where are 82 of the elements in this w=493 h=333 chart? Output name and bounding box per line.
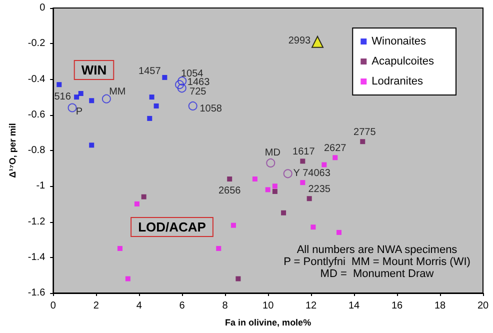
annotation: 2656 bbox=[218, 186, 242, 196]
point bbox=[56, 82, 62, 88]
annotation: 1058 bbox=[200, 103, 222, 114]
annotation: 2627 bbox=[324, 143, 347, 154]
x-tick-label: 16 bbox=[391, 300, 404, 312]
annotation: 1463 bbox=[187, 77, 210, 88]
point bbox=[147, 116, 152, 121]
point bbox=[252, 176, 258, 182]
point bbox=[188, 101, 198, 110]
legend-label: Winonaites bbox=[372, 36, 427, 48]
legend-label: Lodranites bbox=[372, 76, 424, 88]
point bbox=[236, 276, 241, 282]
annotation: MD bbox=[264, 147, 280, 158]
point bbox=[134, 201, 140, 206]
annotation: Y 74063 bbox=[293, 168, 331, 180]
x-tick-label: 10 bbox=[262, 300, 274, 312]
point bbox=[175, 80, 184, 90]
point bbox=[336, 230, 342, 235]
x-tick-label: 14 bbox=[348, 300, 360, 312]
x-axis-title: Fa in olivine, mole% bbox=[225, 318, 312, 328]
y-axis-title: Δ¹⁷O, per mil bbox=[8, 123, 18, 178]
point bbox=[360, 139, 366, 144]
y-tick-label: -0.4 bbox=[28, 74, 46, 85]
annotation: LOD/ACAP bbox=[138, 220, 206, 234]
x-tick-label: 20 bbox=[477, 300, 489, 312]
point bbox=[149, 94, 154, 100]
point bbox=[78, 91, 84, 96]
annotation: 2775 bbox=[354, 127, 376, 138]
point bbox=[154, 103, 159, 108]
point bbox=[272, 184, 278, 189]
point bbox=[266, 158, 276, 168]
annotation: 1457 bbox=[138, 66, 162, 77]
point bbox=[265, 187, 270, 192]
y-tick-label: -1.6 bbox=[28, 288, 46, 298]
point bbox=[162, 74, 168, 80]
x-tick-label: 2 bbox=[93, 300, 100, 312]
point bbox=[74, 94, 80, 100]
point bbox=[300, 158, 306, 164]
point bbox=[281, 210, 286, 216]
point bbox=[177, 84, 186, 93]
annotation: 516 bbox=[54, 92, 72, 103]
y-tick-label: -0.2 bbox=[28, 38, 46, 50]
x-tick-label: 0 bbox=[50, 300, 56, 312]
point bbox=[227, 176, 232, 182]
point bbox=[300, 180, 306, 186]
point bbox=[178, 76, 187, 86]
point bbox=[216, 246, 222, 251]
legend-label: Acapulcoites bbox=[372, 56, 434, 68]
point bbox=[332, 155, 338, 160]
annotation: MM bbox=[109, 86, 126, 98]
point bbox=[306, 196, 312, 202]
annotation: 1617 bbox=[292, 146, 316, 158]
y-tick-label: -1 bbox=[36, 180, 46, 192]
point bbox=[89, 142, 94, 148]
y-tick-label: -0.6 bbox=[28, 109, 46, 120]
x-tick-label: 8 bbox=[222, 300, 228, 312]
x-tick-label: 6 bbox=[179, 300, 186, 312]
point bbox=[322, 162, 327, 168]
x-tick-label: 12 bbox=[305, 300, 318, 312]
y-tick-label: -0.8 bbox=[28, 145, 46, 156]
y-tick-label: -1.2 bbox=[28, 216, 46, 228]
point bbox=[312, 36, 324, 48]
annotation: 2235 bbox=[308, 184, 331, 196]
point bbox=[283, 169, 292, 178]
point bbox=[230, 222, 236, 228]
annotation: 2993 bbox=[288, 35, 312, 46]
annotation: All numbers are NWA specimens P = Pontlyfni MM = Mount Morris (WI) MD = Monument Draw bbox=[284, 244, 470, 280]
point bbox=[272, 188, 278, 194]
point bbox=[68, 103, 77, 112]
point bbox=[125, 276, 130, 282]
y-tick-label: -1.4 bbox=[28, 252, 46, 263]
y-tick-label: 0 bbox=[40, 2, 46, 14]
x-tick-label: 18 bbox=[434, 300, 446, 312]
point bbox=[117, 246, 122, 251]
x-tick-label: 4 bbox=[136, 300, 142, 312]
point bbox=[89, 98, 94, 104]
annotation: 725 bbox=[190, 86, 207, 98]
annotation: P bbox=[76, 106, 83, 118]
point bbox=[102, 94, 111, 104]
point bbox=[310, 224, 316, 230]
annotation: WIN bbox=[81, 62, 107, 78]
point bbox=[141, 194, 146, 200]
